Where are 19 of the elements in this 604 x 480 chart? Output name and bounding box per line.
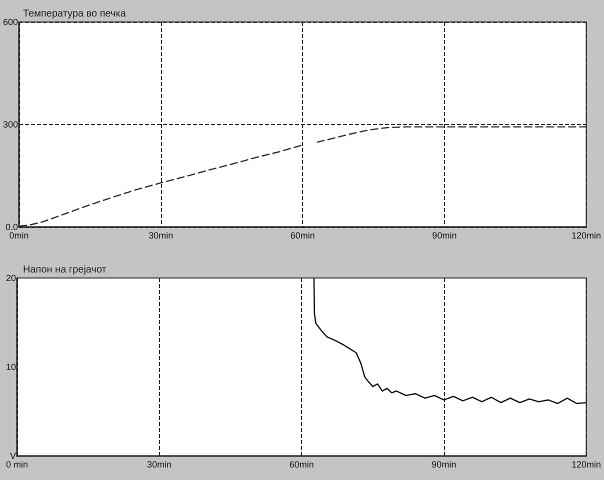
line-series xyxy=(313,277,587,404)
chart-title: Напон на грејачот xyxy=(23,264,107,276)
y-tick-label: 0.0 xyxy=(6,222,18,232)
x-tick-label: 30min xyxy=(148,230,174,240)
y-tick-label: 20 xyxy=(6,273,16,283)
y-tick-label: 600 xyxy=(2,17,18,27)
x-tick-label: 60min xyxy=(289,460,314,470)
x-tick-label: 90min xyxy=(432,230,457,240)
chart-title: Температура во печка xyxy=(23,8,126,20)
x-tick-label: 0 min xyxy=(6,460,28,470)
x-tick-label: 0min xyxy=(9,230,29,240)
y-tick-label: V xyxy=(10,451,16,461)
x-tick-label: 120min xyxy=(571,230,602,240)
y-tick-label: 10 xyxy=(6,362,16,372)
x-tick-label: 60min xyxy=(290,230,315,240)
y-tick-label: 300 xyxy=(2,120,18,130)
x-tick-label: 120min xyxy=(571,460,602,470)
x-tick-label: 30min xyxy=(147,460,172,470)
x-tick-label: 90min xyxy=(432,460,456,470)
